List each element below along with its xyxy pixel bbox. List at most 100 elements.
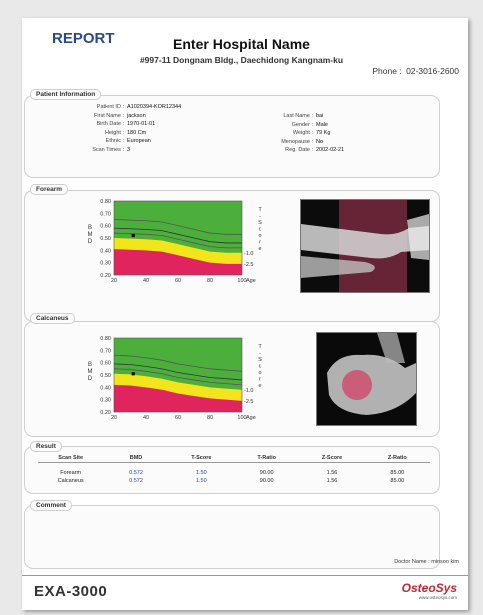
logo-url: www.osteosys.com xyxy=(418,595,457,600)
calcaneus-xray-drawing xyxy=(317,333,416,425)
y-axis-label-char: D xyxy=(88,239,93,245)
patient-info-row: Weight :79 Kg xyxy=(255,129,344,138)
result-cell: 1.56 xyxy=(326,478,338,484)
y-axis-label-char: M xyxy=(88,369,93,375)
reference-mean-line xyxy=(113,227,242,244)
y-tick-label: 0.30 xyxy=(100,398,111,404)
zone-osteoporosis xyxy=(114,249,242,275)
y2-axis-label-char: - xyxy=(259,214,261,220)
result-cell: T-Score xyxy=(191,455,212,461)
x-tick-label: 100 xyxy=(237,415,246,421)
patient-info-label: First Name : xyxy=(94,112,124,119)
result-cell: Forearm xyxy=(60,470,82,476)
y-tick-label: 0.50 xyxy=(100,236,111,242)
patient-info-title: Patient Information xyxy=(30,89,102,100)
y2-axis-label-char: e xyxy=(258,383,261,389)
y-tick-label: 0.80 xyxy=(100,199,111,205)
hospital-address: #997-11 Dongnam Bldg., Daechidong Kangna… xyxy=(139,55,344,65)
reference-mean-line xyxy=(113,363,243,381)
patient-info-label: Reg. Date : xyxy=(285,147,313,154)
y-tick-label: 0.50 xyxy=(100,373,111,379)
result-cell: 90.00 xyxy=(259,478,274,484)
x-axis-label: Age xyxy=(246,278,256,284)
chart-frame xyxy=(113,337,243,413)
company-logo: OsteoSys www.osteosys.com xyxy=(402,581,457,600)
y-axis-label-char: M xyxy=(88,232,93,238)
y2-axis-label-char: S xyxy=(258,220,262,226)
result-cell: 85.00 xyxy=(390,478,405,484)
patient-info-label: Menopause : xyxy=(281,138,313,145)
y2-axis-label-char: o xyxy=(258,370,261,376)
x-tick-label: 40 xyxy=(143,278,149,284)
patient-info-label: Last Name : xyxy=(283,113,313,119)
patient-info-value: 79 Kg xyxy=(316,130,331,137)
x-tick-label: 20 xyxy=(111,278,117,284)
y-tick-label: 0.40 xyxy=(100,385,111,391)
result-cell: BMD xyxy=(129,455,143,461)
patient-info-right: Last Name : bai Gender : Male Weight :79 Kg M… xyxy=(255,112,344,155)
right-tick-label: -1.0 xyxy=(244,251,253,257)
y-tick-label: 0.60 xyxy=(100,361,111,367)
doctor-name: Doctor Name : minsoo kim xyxy=(394,559,459,565)
patient-info-label: Scan Times : xyxy=(92,146,124,153)
result-cell: 1.50 xyxy=(195,470,207,476)
y2-axis-label-char: r xyxy=(259,240,261,246)
patient-info-value: 1970-01-01 xyxy=(127,121,156,128)
y-tick-label: 0.20 xyxy=(100,273,111,279)
right-tick-label: -1.0 xyxy=(244,388,253,394)
footer-divider xyxy=(22,575,468,576)
reference-lower-line xyxy=(113,232,242,249)
y2-axis-label-char: e xyxy=(258,246,261,252)
forearm-xray-image xyxy=(300,199,430,293)
y-axis-label-char: D xyxy=(88,376,93,382)
patient-info-row: Gender : Male xyxy=(255,121,344,130)
doctor-label: Doctor Name : xyxy=(394,559,430,565)
phone-label: Phone : xyxy=(372,66,402,76)
zone-osteoporosis xyxy=(114,384,242,412)
x-tick-label: 40 xyxy=(143,415,149,421)
doctor-value: minsoo kim xyxy=(431,559,459,565)
patient-info-row: Scan Times :3 xyxy=(66,146,181,155)
result-cell: 85.00 xyxy=(390,470,405,476)
result-cell: Scan Site xyxy=(58,455,84,461)
hospital-phone: Phone : 02-3016-2600 xyxy=(370,66,459,76)
x-tick-label: 20 xyxy=(111,415,117,421)
patient-point xyxy=(131,233,135,238)
y2-axis-label-char: r xyxy=(259,377,261,383)
result-cell: Calcaneus xyxy=(57,478,84,484)
right-tick-label: -2.5 xyxy=(244,399,253,405)
y2-axis-label-char: S xyxy=(258,357,262,363)
comment-title: Comment xyxy=(30,500,72,511)
patient-info-label: Patient ID : xyxy=(96,104,124,110)
y-tick-label: 0.20 xyxy=(100,410,111,416)
calcaneus-title: Calcaneus xyxy=(30,313,75,324)
patient-info-row: Last Name : bai xyxy=(255,112,344,121)
x-tick-label: 60 xyxy=(175,278,181,284)
hospital-name: Enter Hospital Name xyxy=(173,36,310,52)
result-cell: 0.572 xyxy=(129,478,143,484)
patient-info-label: Birth Date : xyxy=(96,121,124,128)
y-tick-label: 0.40 xyxy=(100,248,111,254)
x-tick-label: 80 xyxy=(207,278,213,284)
patient-info-label: Gender : xyxy=(291,121,313,128)
y-tick-label: 0.70 xyxy=(100,211,111,217)
forearm-xray-drawing xyxy=(301,200,429,292)
comment-panel xyxy=(24,505,440,569)
result-panel xyxy=(24,446,440,494)
reference-upper-line xyxy=(113,354,243,372)
y2-axis-label-char: T xyxy=(258,344,262,350)
patient-info-row: First Name : jackson xyxy=(66,112,181,121)
x-tick-label: 60 xyxy=(175,415,181,421)
patient-info-value: bai xyxy=(316,113,324,119)
patient-info-value: 3 xyxy=(127,146,131,153)
y-tick-label: 0.30 xyxy=(100,261,111,267)
patient-info-value: 180 Cm xyxy=(127,129,147,136)
y2-axis-label-char: T xyxy=(258,207,262,213)
reference-upper-line xyxy=(113,219,242,235)
y-tick-label: 0.60 xyxy=(100,224,111,230)
patient-info-value: Male xyxy=(316,121,328,128)
y-axis-label-char: B xyxy=(88,362,92,368)
patient-info-value: A1020394-KOR12344 xyxy=(127,104,182,110)
result-cell: T-Ratio xyxy=(257,455,276,461)
